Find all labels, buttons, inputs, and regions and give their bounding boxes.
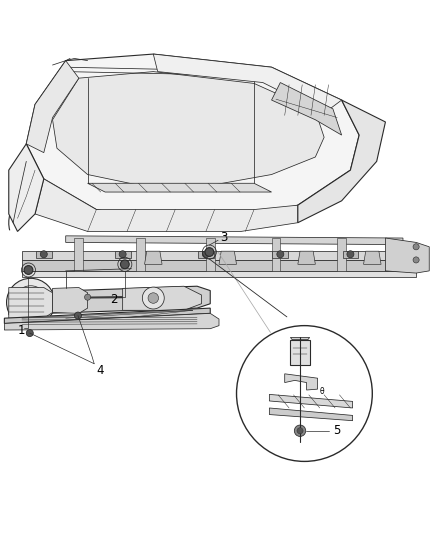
Circle shape [18,301,21,304]
Polygon shape [285,374,318,390]
Text: 1: 1 [17,324,25,336]
Polygon shape [290,337,310,340]
Circle shape [347,251,354,258]
Circle shape [14,286,47,319]
Polygon shape [26,61,79,152]
Polygon shape [53,287,88,313]
Polygon shape [272,238,280,271]
Polygon shape [269,394,353,408]
Polygon shape [298,251,315,264]
Polygon shape [153,54,342,113]
Circle shape [120,260,129,269]
Circle shape [277,251,284,258]
Polygon shape [136,238,145,271]
Circle shape [148,293,159,303]
Polygon shape [9,287,53,318]
Polygon shape [198,251,214,258]
Polygon shape [145,251,162,264]
Circle shape [35,291,38,294]
Circle shape [413,244,419,250]
Polygon shape [364,251,381,264]
Polygon shape [385,238,429,273]
Polygon shape [269,408,353,421]
Polygon shape [337,238,346,271]
Polygon shape [74,238,83,271]
Polygon shape [9,144,44,231]
Circle shape [24,311,26,313]
Circle shape [24,291,26,294]
Circle shape [35,311,38,313]
Polygon shape [22,251,416,260]
Polygon shape [66,236,403,245]
Circle shape [25,297,36,308]
Polygon shape [36,251,52,258]
Polygon shape [35,179,298,231]
Text: 4: 4 [96,364,104,377]
Circle shape [40,251,47,258]
Polygon shape [219,251,237,264]
Circle shape [413,257,419,263]
Circle shape [237,326,372,462]
Polygon shape [115,251,131,258]
Polygon shape [343,251,358,258]
Circle shape [205,248,214,256]
Polygon shape [4,308,210,324]
Polygon shape [272,251,288,258]
Circle shape [7,278,55,327]
Polygon shape [206,238,215,271]
Circle shape [24,265,33,274]
Circle shape [294,425,306,437]
Polygon shape [22,271,416,278]
Circle shape [41,301,43,304]
Circle shape [85,294,91,300]
Text: 3: 3 [220,231,227,244]
Text: 5: 5 [333,424,340,437]
Circle shape [202,251,209,258]
Text: θ: θ [320,387,324,396]
Bar [290,340,310,365]
Polygon shape [22,260,416,271]
Polygon shape [4,313,219,330]
Circle shape [181,293,187,299]
Circle shape [297,427,303,434]
Circle shape [26,329,33,336]
Circle shape [119,251,126,258]
Circle shape [142,287,164,309]
Polygon shape [26,54,359,223]
Polygon shape [272,83,342,135]
Polygon shape [88,183,272,192]
Polygon shape [298,100,385,223]
Polygon shape [123,286,201,310]
Polygon shape [9,286,210,314]
Polygon shape [53,71,324,185]
Circle shape [74,312,81,319]
Text: 2: 2 [110,293,118,306]
